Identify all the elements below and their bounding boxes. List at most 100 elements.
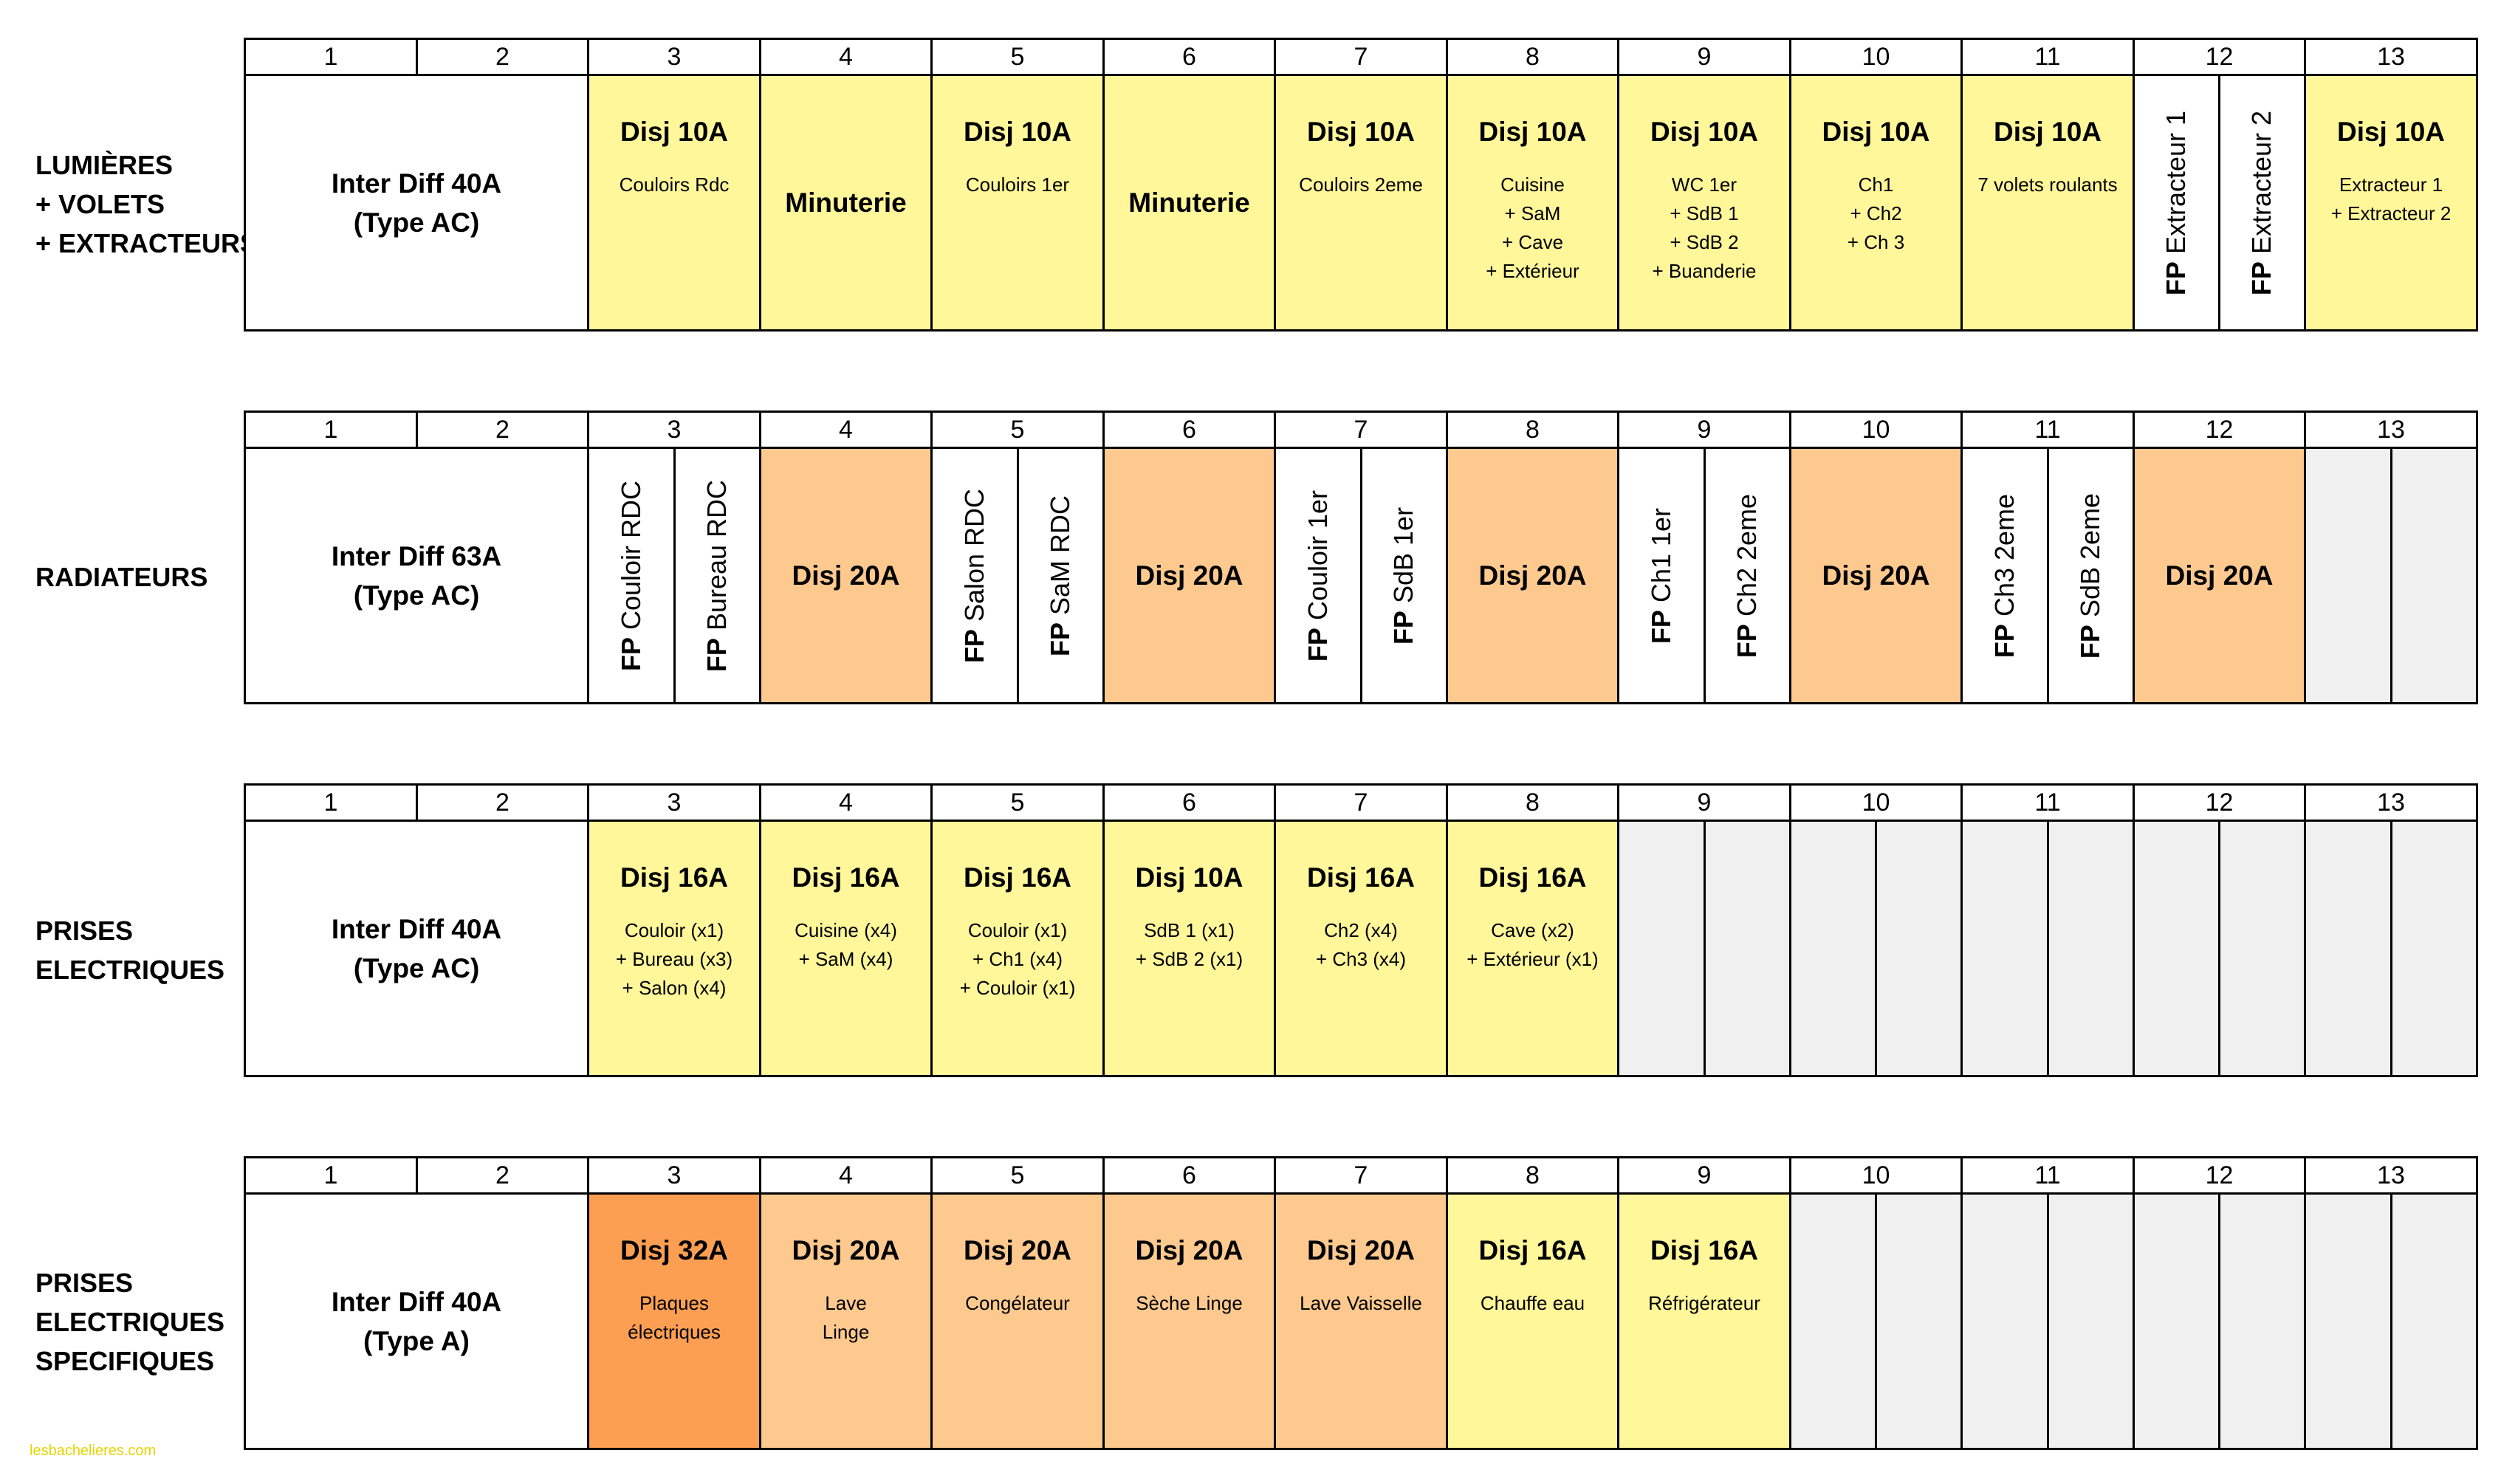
circuit-breaker: Disj 10A Couloirs 1er bbox=[930, 74, 1105, 332]
breaker-circuit: 7 volets roulants bbox=[1977, 174, 2118, 196]
breaker-circuit: SdB 1 (x1) + SdB 2 (x1) bbox=[1135, 919, 1243, 970]
module-number: 13 bbox=[2304, 38, 2478, 76]
breaker-rating: Disj 20A bbox=[1822, 560, 1930, 591]
breaker-rating: Disj 16A bbox=[1478, 1235, 1587, 1265]
main-switch-rating: Inter Diff 63A bbox=[331, 540, 502, 571]
fil-pilote-label: FP SdB 2eme bbox=[2047, 447, 2135, 704]
empty-slot bbox=[2047, 1192, 2135, 1450]
module-number: 11 bbox=[1960, 410, 2135, 449]
circuit-breaker: Disj 10A SdB 1 (x1) + SdB 2 (x1) bbox=[1102, 820, 1276, 1077]
breaker-body: Inter Diff 40A (Type AC) Disj 10A Couloirs … bbox=[244, 74, 2478, 332]
circuit-breaker: Disj 10A Cuisine + SaM + Cave + Extérieur bbox=[1446, 74, 1619, 332]
module-number: 1 bbox=[244, 38, 418, 76]
circuit-breaker: Disj 20A Sèche Linge bbox=[1102, 1192, 1276, 1450]
module-number: 12 bbox=[2133, 38, 2306, 76]
breaker-circuit: WC 1er + SdB 1 + SdB 2 + Buanderie bbox=[1652, 174, 1757, 282]
module-number: 6 bbox=[1102, 783, 1276, 822]
breaker-circuit: Chauffe eau bbox=[1480, 1292, 1585, 1314]
breaker-circuit: Cave (x2) + Extérieur (x1) bbox=[1466, 919, 1599, 970]
circuit-breaker: Disj 20A Lave Linge bbox=[759, 1192, 933, 1450]
breaker-rating: Disj 16A bbox=[1478, 862, 1587, 893]
circuit-breaker: Disj 10A Couloirs Rdc bbox=[587, 74, 761, 332]
main-differential-switch: Inter Diff 63A (Type AC) bbox=[244, 447, 589, 704]
circuit-breaker: Minuterie bbox=[1102, 74, 1276, 332]
circuit-breaker: Disj 32A Plaques électriques bbox=[587, 1192, 761, 1450]
module-number: 2 bbox=[416, 410, 589, 449]
breaker-circuit: Cuisine + SaM + Cave + Extérieur bbox=[1486, 174, 1579, 282]
breaker-circuit: Ch1 + Ch2 + Ch 3 bbox=[1847, 174, 1905, 253]
empty-slot bbox=[2304, 820, 2392, 1077]
fil-pilote-label: FP Salon RDC bbox=[930, 447, 1019, 704]
module-number: 4 bbox=[759, 410, 933, 449]
module-number: 10 bbox=[1789, 783, 1963, 822]
row-label: PRISES bbox=[35, 916, 134, 946]
row-label: + VOLETS bbox=[35, 189, 165, 219]
circuit-breaker: Disj 20A bbox=[1102, 447, 1276, 704]
breaker-rating: Disj 20A bbox=[963, 1235, 1071, 1265]
module-number: 7 bbox=[1274, 410, 1448, 449]
main-switch-rating: Inter Diff 40A bbox=[331, 913, 502, 944]
empty-slot bbox=[1960, 820, 2049, 1077]
fil-pilote-label: FP Bureau RDC bbox=[673, 447, 761, 704]
main-switch-type: (Type AC) bbox=[353, 580, 480, 611]
circuit-breaker: Disj 10A Extracteur 1 + Extracteur 2 bbox=[2304, 74, 2478, 332]
fil-pilote-label: FP SaM RDC bbox=[1017, 447, 1105, 704]
circuit-breaker: Disj 10A 7 volets roulants bbox=[1960, 74, 2135, 332]
circuit-breaker: Disj 16A Couloir (x1) + Bureau (x3) + Sal… bbox=[587, 820, 761, 1077]
empty-slot bbox=[1789, 820, 1877, 1077]
breaker-circuit: Couloirs 2eme bbox=[1299, 174, 1423, 196]
breaker-row: 1 2 3 4 5 6 7 8 9 10 11 12 13 Inter Diff 40A (Type A) D… bbox=[244, 1156, 2478, 1450]
empty-slot bbox=[2390, 820, 2478, 1077]
module-number: 11 bbox=[1960, 1156, 2135, 1195]
breaker-rating: Disj 16A bbox=[1650, 1235, 1758, 1265]
module-number: 13 bbox=[2304, 1156, 2478, 1195]
breaker-rating: Disj 16A bbox=[963, 862, 1071, 893]
breaker-rating: Disj 20A bbox=[1135, 560, 1243, 591]
fil-pilote-label: FP SdB 1er bbox=[1360, 447, 1448, 704]
module-number: 5 bbox=[930, 1156, 1105, 1195]
breaker-row: 1 2 3 4 5 6 7 8 9 10 11 12 13 Inter Diff 63A (Type AC)… bbox=[244, 410, 2478, 704]
fil-pilote-label: FP Ch3 2eme bbox=[1960, 447, 2049, 704]
breaker-rating: Disj 10A bbox=[1650, 117, 1758, 147]
module-number: 3 bbox=[587, 410, 761, 449]
module-number: 8 bbox=[1446, 1156, 1619, 1195]
row-label: LUMIÈRES bbox=[35, 150, 174, 180]
circuit-breaker: Disj 20A Congélateur bbox=[930, 1192, 1105, 1450]
module-number: 7 bbox=[1274, 1156, 1448, 1195]
module-number: 5 bbox=[930, 783, 1105, 822]
circuit-breaker: Disj 16A Chauffe eau bbox=[1446, 1192, 1619, 1450]
breaker-circuit: Couloirs Rdc bbox=[619, 174, 730, 196]
fil-pilote-label: FP Extracteur 2 bbox=[2218, 74, 2306, 332]
empty-slot bbox=[1875, 820, 1963, 1077]
empty-slot bbox=[2390, 447, 2478, 704]
empty-slot bbox=[2304, 1192, 2392, 1450]
empty-slot bbox=[2133, 820, 2220, 1077]
breaker-circuit: Couloirs 1er bbox=[965, 174, 1070, 196]
module-number: 12 bbox=[2133, 1156, 2306, 1195]
breaker-row: 1 2 3 4 5 6 7 8 9 10 11 12 13 Inter Diff 40A (Type AC)… bbox=[244, 783, 2478, 1077]
breaker-circuit: Congélateur bbox=[965, 1292, 1070, 1314]
module-number: 9 bbox=[1617, 410, 1791, 449]
module-number: 2 bbox=[416, 38, 589, 76]
module-number: 7 bbox=[1274, 783, 1448, 822]
module-number-header: 1 2 3 4 5 6 7 8 9 10 11 12 13 bbox=[244, 783, 2478, 822]
module-number: 3 bbox=[587, 1156, 761, 1195]
module-number-header: 1 2 3 4 5 6 7 8 9 10 11 12 13 bbox=[244, 38, 2478, 76]
module-number: 5 bbox=[930, 38, 1105, 76]
row-label: PRISES bbox=[35, 1268, 134, 1298]
module-number: 1 bbox=[244, 783, 418, 822]
module-number: 4 bbox=[759, 783, 933, 822]
module-number: 2 bbox=[416, 1156, 589, 1195]
circuit-breaker: Disj 20A bbox=[759, 447, 933, 704]
fil-pilote-label: FP Ch1 1er bbox=[1617, 447, 1706, 704]
breaker-rating: Disj 10A bbox=[1306, 117, 1415, 147]
circuit-breaker: Minuterie bbox=[759, 74, 933, 332]
module-number: 12 bbox=[2133, 410, 2306, 449]
circuit-breaker: Disj 20A bbox=[2133, 447, 2306, 704]
breaker-circuit: Couloir (x1) + Bureau (x3) + Salon (x4) bbox=[615, 919, 733, 999]
empty-slot bbox=[1704, 820, 1791, 1077]
main-switch-type: (Type AC) bbox=[353, 207, 480, 238]
breaker-row: 1 2 3 4 5 6 7 8 9 10 11 12 13 Inter Diff 40A (Type AC)… bbox=[244, 38, 2478, 332]
module-number: 8 bbox=[1446, 410, 1619, 449]
main-differential-switch: Inter Diff 40A (Type AC) bbox=[244, 74, 589, 332]
